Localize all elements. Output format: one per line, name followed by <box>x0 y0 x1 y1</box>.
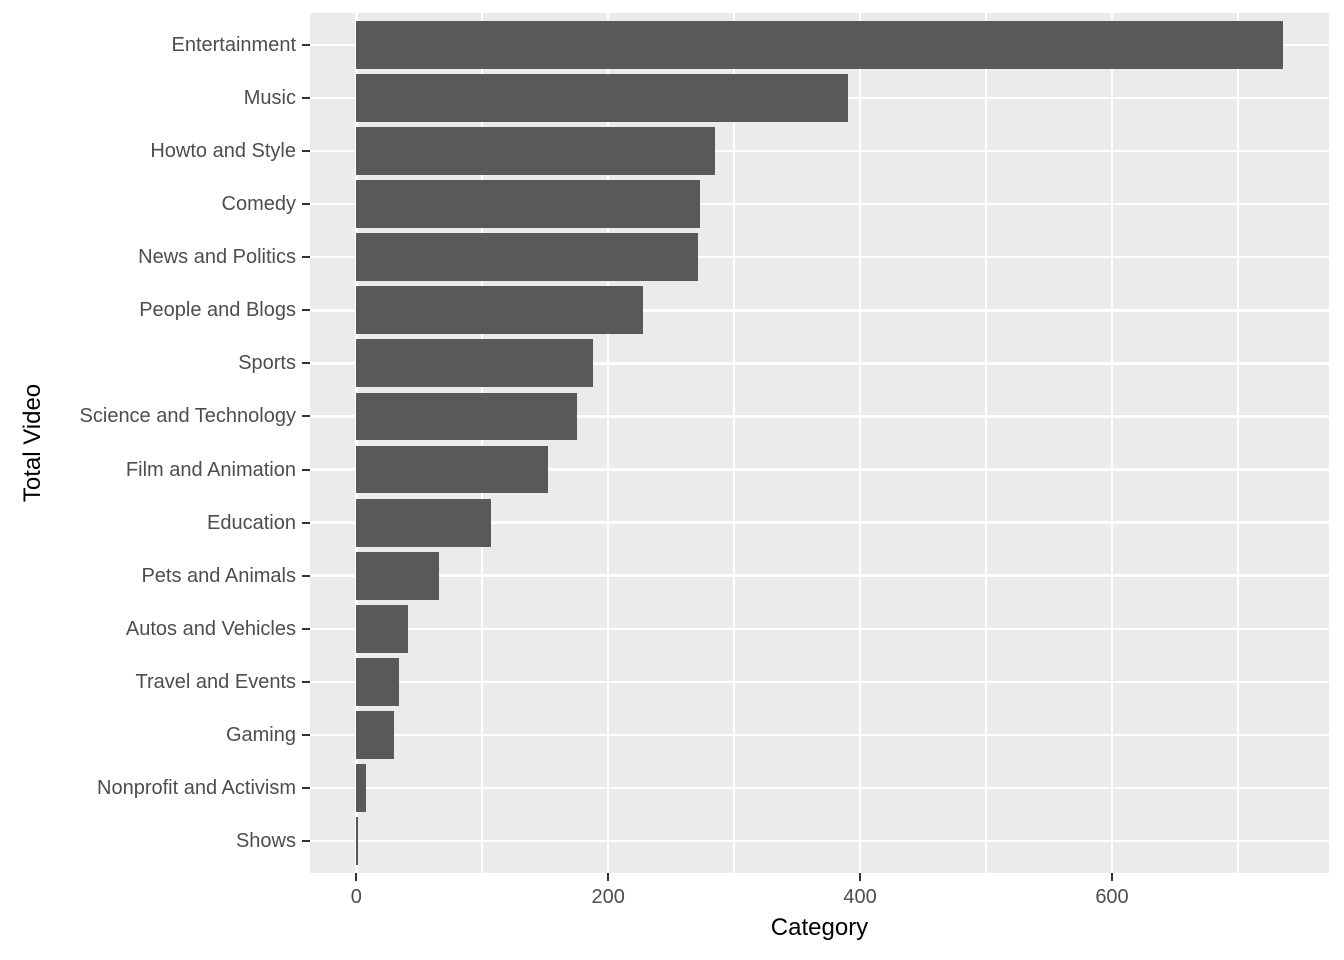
y-tick-mark <box>302 309 310 312</box>
y-tick-mark <box>302 733 310 736</box>
gridline-row <box>310 362 1329 365</box>
x-tick-mark <box>1111 873 1113 881</box>
bar <box>356 286 644 335</box>
bar <box>356 180 701 228</box>
gridline-minor <box>1236 13 1239 873</box>
x-tick-label: 200 <box>591 886 625 908</box>
gridline-row <box>310 202 1329 206</box>
gridline-major <box>355 13 358 873</box>
gridline-row <box>310 255 1329 259</box>
y-tick-mark <box>302 627 310 630</box>
y-tick-label: People and Blogs <box>139 299 296 322</box>
x-axis-title: Category <box>770 914 869 941</box>
x-tick-mark <box>859 873 862 881</box>
x-tick-mark <box>355 873 358 881</box>
y-tick-mark <box>302 256 310 259</box>
y-tick-mark <box>302 468 310 471</box>
gridline-row <box>310 733 1329 737</box>
bar <box>356 20 1284 69</box>
y-tick-label: Autos and Vehicles <box>125 617 296 640</box>
y-tick-label: Pets and Animals <box>141 564 296 587</box>
y-tick-mark <box>302 680 310 683</box>
bar <box>356 658 400 706</box>
y-tick-label: Shows <box>235 830 296 853</box>
bar <box>356 74 848 122</box>
gridline-row <box>310 149 1329 153</box>
gridline-row <box>310 627 1329 631</box>
y-tick-label: Nonprofit and Activism <box>97 777 296 800</box>
y-tick-mark <box>302 203 310 206</box>
bar <box>356 445 548 494</box>
y-tick-mark <box>302 150 310 153</box>
gridline-major <box>858 13 862 873</box>
y-tick-label: Sports <box>238 352 296 375</box>
y-tick-label: Comedy <box>221 193 296 216</box>
gridline-row <box>310 680 1329 684</box>
gridline-minor <box>985 13 988 873</box>
bar <box>356 711 395 759</box>
gridline-row <box>310 574 1329 577</box>
y-tick-mark <box>302 415 310 418</box>
bar <box>356 392 577 441</box>
bar <box>356 551 440 600</box>
y-axis-title: Total Video <box>19 383 46 503</box>
y-tick-mark <box>302 43 310 46</box>
x-tick-label: 600 <box>1095 886 1129 908</box>
bar <box>356 498 492 547</box>
y-tick-mark <box>302 574 310 577</box>
y-tick-mark <box>302 96 310 99</box>
bar <box>356 233 698 282</box>
y-tick-label: Entertainment <box>171 33 296 56</box>
x-tick-label: 0 <box>350 886 362 908</box>
y-tick-mark <box>302 787 310 790</box>
gridline-row <box>310 309 1329 312</box>
plot-panel <box>310 13 1329 873</box>
bar <box>356 604 408 653</box>
y-tick-mark <box>302 521 310 524</box>
y-tick-label: Travel and Events <box>135 670 296 693</box>
gridline-row <box>310 839 1329 843</box>
y-tick-label: Gaming <box>225 723 296 746</box>
y-tick-label: Education <box>207 511 296 534</box>
bar <box>356 764 367 812</box>
x-tick-mark <box>607 873 610 881</box>
gridline-row <box>310 468 1329 471</box>
gridline-row <box>310 786 1329 790</box>
bar <box>356 127 716 175</box>
gridline-row <box>310 521 1329 524</box>
y-tick-label: Science and Technology <box>79 405 296 428</box>
bar <box>356 817 358 866</box>
gridline-minor <box>733 13 736 873</box>
y-tick-label: Howto and Style <box>150 140 296 163</box>
gridline-row <box>310 415 1329 418</box>
y-tick-label: Music <box>243 86 296 109</box>
y-tick-mark <box>302 362 310 365</box>
gridline-minor <box>481 13 484 873</box>
y-tick-label: Film and Animation <box>125 458 296 481</box>
x-tick-label: 400 <box>843 886 877 908</box>
y-tick-mark <box>302 840 310 843</box>
gridline-major <box>1110 13 1114 873</box>
y-tick-label: News and Politics <box>138 246 296 269</box>
bar <box>356 339 594 388</box>
gridline-major <box>606 13 610 873</box>
